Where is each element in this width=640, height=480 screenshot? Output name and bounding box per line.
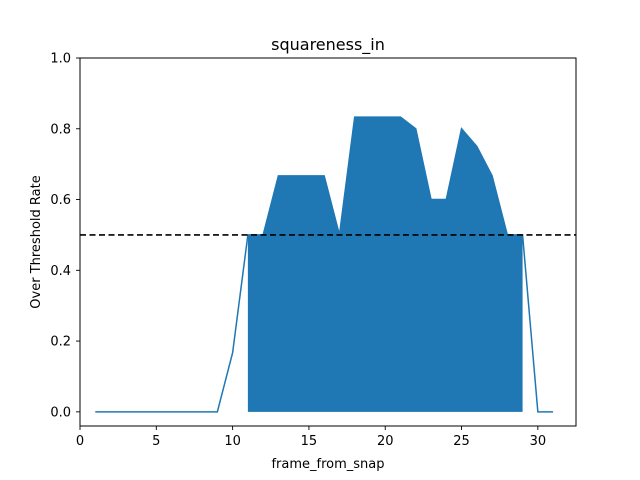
- filled-area: [247, 117, 523, 412]
- x-tick-label: 30: [530, 434, 547, 449]
- y-tick-label: 0.8: [50, 122, 71, 137]
- x-tick-label: 10: [224, 434, 241, 449]
- plot-area: [80, 116, 576, 413]
- x-tick-label: 0: [76, 434, 84, 449]
- series-line: [95, 116, 554, 413]
- y-axis-label: Over Threshold Rate: [29, 175, 44, 308]
- y-tick-label: 0.0: [50, 405, 71, 420]
- x-tick-label: 20: [377, 434, 394, 449]
- y-tick-label: 0.6: [50, 193, 71, 208]
- y-tick-label: 0.2: [50, 335, 71, 350]
- y-tick-label: 1.0: [50, 52, 71, 67]
- x-tick-label: 15: [301, 434, 318, 449]
- y-tick-label: 0.4: [50, 264, 71, 279]
- ticks: 0 5 10 15 20 25 30 0.0 0.2 0.4 0.6 0.8 1.0: [50, 52, 546, 450]
- x-axis-label: frame_from_snap: [271, 457, 384, 472]
- chart-title: squareness_in: [271, 35, 385, 55]
- axes-frame: [79, 57, 577, 427]
- x-tick-label: 5: [152, 434, 160, 449]
- x-tick-label: 25: [453, 434, 470, 449]
